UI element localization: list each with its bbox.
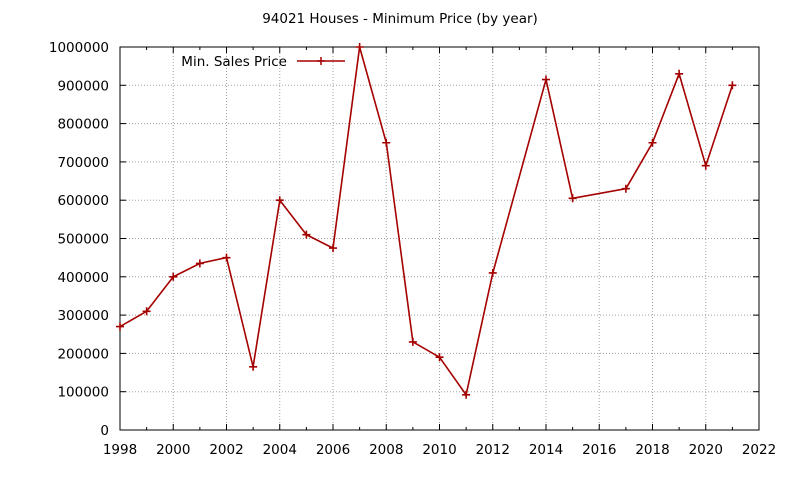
data-point <box>355 43 364 51</box>
x-tick-label: 2002 <box>209 442 243 458</box>
x-tick-label: 2016 <box>582 442 616 458</box>
data-point <box>382 138 391 147</box>
data-point <box>302 230 311 239</box>
y-tick-label: 200000 <box>57 346 109 362</box>
x-tick-label: 2012 <box>476 442 510 458</box>
data-point <box>701 161 710 170</box>
legend: Min. Sales Price <box>181 54 345 70</box>
axis-ticks: 0 100000 200000 300000 400000 500000 600000 700… <box>49 40 776 458</box>
x-tick-label: 2010 <box>422 442 456 458</box>
data-point <box>568 194 577 203</box>
y-tick-label: 500000 <box>57 232 109 248</box>
data-point <box>222 253 231 262</box>
data-point <box>195 259 204 268</box>
legend-marker-swatch <box>317 57 325 65</box>
y-tick-label: 1000000 <box>49 40 109 56</box>
x-tick-label: 2008 <box>369 442 403 458</box>
y-tick-label: 700000 <box>57 155 109 171</box>
data-point <box>169 272 178 281</box>
x-tick-label: 2000 <box>156 442 190 458</box>
data-point <box>462 390 471 399</box>
x-tick-label: 2018 <box>635 442 669 458</box>
y-tick-label: 300000 <box>57 308 109 324</box>
y-tick-label: 100000 <box>57 385 109 401</box>
data-point <box>435 353 444 362</box>
data-point <box>329 244 337 253</box>
data-point <box>116 322 124 331</box>
data-point <box>675 69 684 78</box>
data-point <box>275 196 284 205</box>
data-point <box>488 268 497 277</box>
x-tick-label: 2020 <box>689 442 723 458</box>
x-tick-label: 1998 <box>103 442 137 458</box>
legend-label: Min. Sales Price <box>181 54 287 70</box>
y-tick-label: 800000 <box>57 117 109 133</box>
y-tick-label: 600000 <box>57 193 109 209</box>
series-layer <box>116 43 737 399</box>
x-tick-label: 2022 <box>742 442 776 458</box>
x-tick-label: 2004 <box>263 442 297 458</box>
chart-title: 94021 Houses - Minimum Price (by year) <box>262 11 538 27</box>
data-point <box>648 138 657 147</box>
x-tick-label: 2006 <box>316 442 350 458</box>
data-point <box>408 337 417 346</box>
x-tick-label: 2014 <box>529 442 563 458</box>
series-line <box>119 46 734 397</box>
data-point <box>542 75 550 84</box>
data-point <box>249 362 258 371</box>
y-tick-label: 900000 <box>57 78 109 94</box>
data-point <box>621 184 630 193</box>
data-point <box>728 81 737 90</box>
data-point <box>142 307 151 316</box>
y-tick-label: 400000 <box>57 270 109 286</box>
y-tick-label: 0 <box>100 423 109 439</box>
grid <box>120 47 759 430</box>
